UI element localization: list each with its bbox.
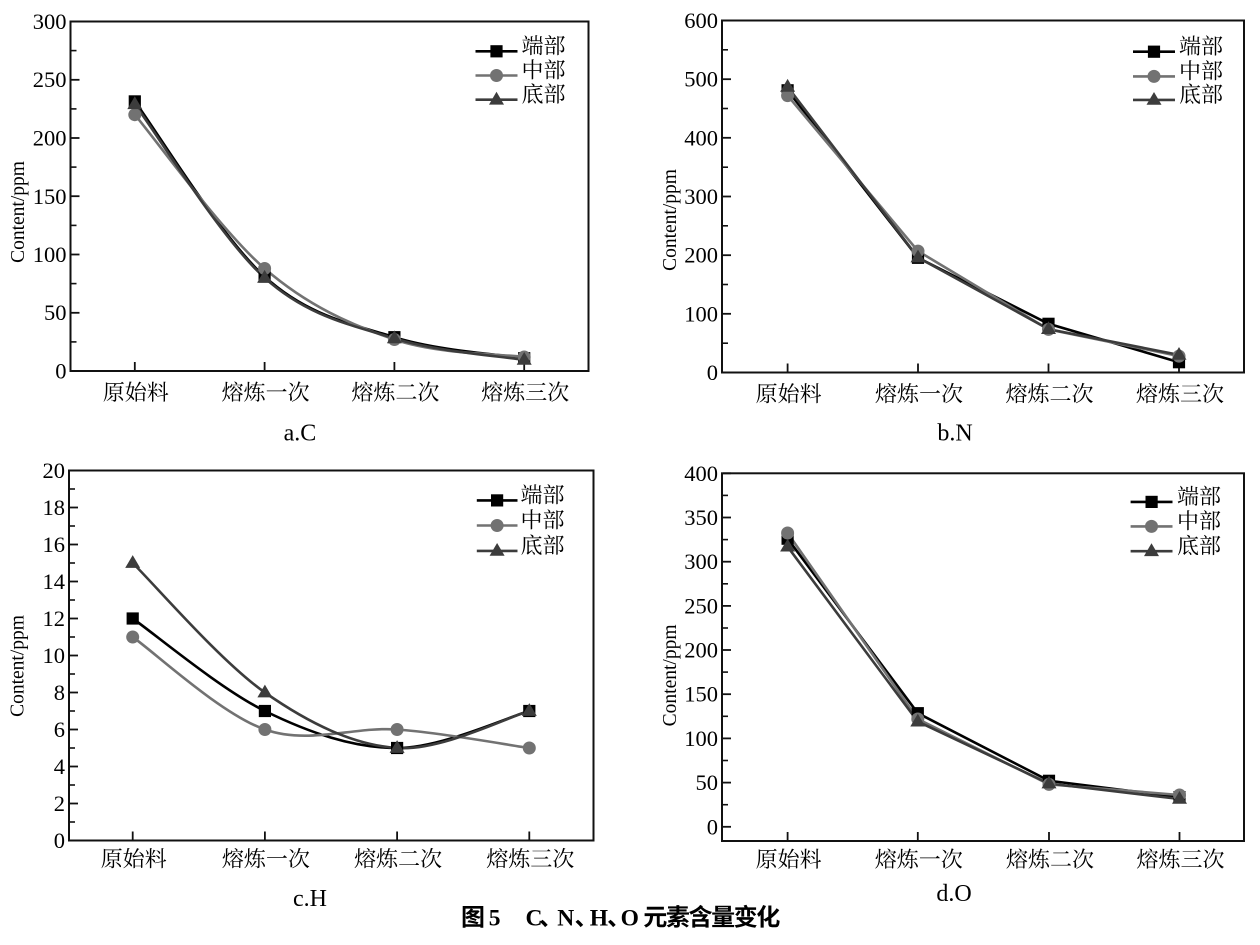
svg-text:100: 100 [33, 242, 67, 267]
svg-text:200: 200 [684, 243, 718, 268]
svg-text:a.C: a.C [284, 421, 317, 447]
svg-text:Content/ppm: Content/ppm [660, 624, 681, 726]
svg-text:b.N: b.N [937, 421, 972, 447]
svg-text:10: 10 [43, 643, 66, 668]
svg-text:350: 350 [684, 505, 718, 530]
svg-text:5: 5 [489, 906, 501, 932]
svg-text:250: 250 [684, 593, 718, 618]
svg-text:0: 0 [707, 814, 718, 839]
svg-text:2: 2 [54, 791, 65, 816]
svg-text:H: H [590, 906, 608, 932]
svg-text:d.O: d.O [936, 881, 971, 907]
svg-text:300: 300 [33, 9, 67, 34]
svg-text:50: 50 [696, 770, 719, 795]
svg-text:300: 300 [684, 184, 718, 209]
svg-text:100: 100 [684, 726, 718, 751]
svg-text:150: 150 [684, 682, 718, 707]
svg-text:C: C [526, 906, 543, 932]
svg-text:12: 12 [43, 606, 66, 631]
svg-text:150: 150 [33, 184, 67, 209]
svg-text:N: N [557, 906, 574, 932]
svg-text:18: 18 [43, 495, 66, 520]
svg-text:300: 300 [684, 549, 718, 574]
svg-text:Content/ppm: Content/ppm [8, 161, 29, 263]
svg-text:16: 16 [43, 532, 66, 557]
svg-text:250: 250 [33, 67, 67, 92]
svg-text:200: 200 [33, 126, 67, 151]
svg-text:20: 20 [43, 458, 66, 483]
svg-text:6: 6 [54, 717, 65, 742]
svg-text:400: 400 [684, 125, 718, 150]
svg-text:c.H: c.H [293, 886, 327, 912]
svg-text:4: 4 [54, 754, 65, 779]
svg-text:0: 0 [55, 359, 66, 384]
svg-text:0: 0 [707, 360, 718, 385]
svg-text:50: 50 [44, 300, 67, 325]
svg-text:Content/ppm: Content/ppm [8, 615, 29, 717]
svg-text:O: O [621, 906, 639, 932]
svg-text:0: 0 [54, 828, 65, 853]
svg-text:500: 500 [684, 67, 718, 92]
svg-text:14: 14 [43, 569, 66, 594]
svg-text:400: 400 [684, 461, 718, 486]
svg-text:200: 200 [684, 638, 718, 663]
svg-text:Content/ppm: Content/ppm [660, 169, 681, 271]
svg-text:100: 100 [684, 301, 718, 326]
svg-text:8: 8 [54, 680, 65, 705]
svg-text:600: 600 [684, 8, 718, 33]
